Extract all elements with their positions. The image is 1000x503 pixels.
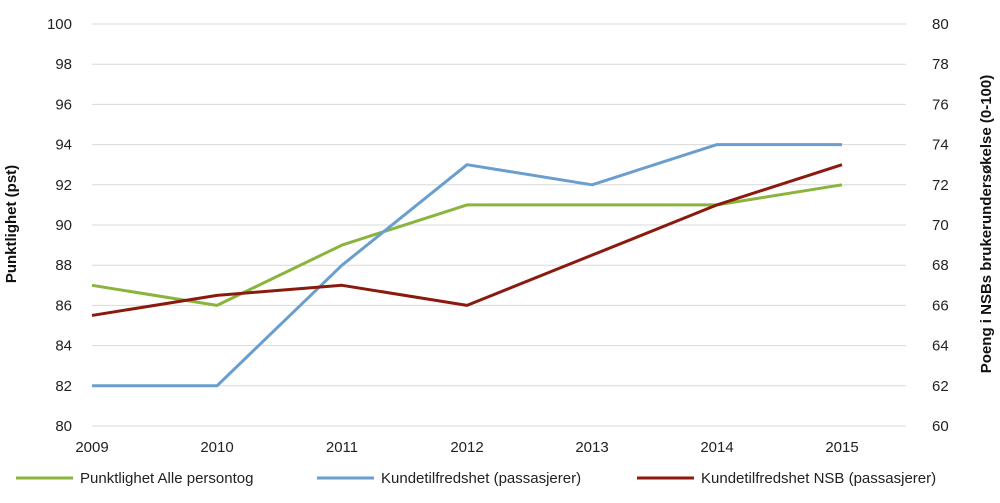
right-tick-label: 72 [932,177,949,194]
left-tick-label: 86 [55,297,72,314]
series-line-2 [92,143,842,388]
series-line-1 [91,183,843,307]
left-axis-title: Punktlighet (pst) [3,165,20,283]
legend-label-3: Kundetilfredshet NSB (passasjerer) [701,470,936,487]
series-line-3 [91,163,843,317]
left-tick-label: 88 [55,257,72,274]
right-tick-label: 76 [932,96,949,113]
x-tick-label: 2009 [75,439,108,456]
right-y-axis: 60 62 64 66 68 70 72 74 76 78 80 [932,16,949,435]
x-tick-label: 2011 [326,439,358,456]
x-tick-label: 2013 [575,439,608,456]
left-tick-label: 100 [47,16,72,33]
series-lines [91,143,843,388]
right-tick-label: 80 [932,16,949,33]
left-tick-label: 80 [55,418,72,435]
x-tick-label: 2015 [825,439,858,456]
left-tick-label: 96 [55,96,72,113]
x-tick-label: 2014 [700,439,733,456]
right-tick-label: 68 [932,257,949,274]
legend-label-2: Kundetilfredshet (passasjerer) [381,470,581,487]
grid-lines [92,23,906,427]
left-tick-label: 84 [55,338,72,355]
legend: Punktlighet Alle persontog Kundetilfredsh… [16,470,936,487]
right-tick-label: 60 [932,418,949,435]
left-tick-label: 98 [55,56,72,73]
left-y-axis: 80 82 84 86 88 90 92 94 96 98 100 [47,16,72,435]
legend-label-1: Punktlighet Alle persontog [80,470,253,487]
left-tick-label: 92 [55,177,72,194]
x-tick-label: 2012 [450,439,483,456]
right-tick-label: 64 [932,338,949,355]
right-tick-label: 66 [932,297,949,314]
x-tick-label: 2010 [200,439,233,456]
left-tick-label: 90 [55,217,72,234]
right-tick-label: 70 [932,217,949,234]
right-axis-title: Poeng i NSBs brukerundersøkelse (0-100) [978,75,995,373]
right-tick-label: 62 [932,378,949,395]
left-tick-label: 94 [55,137,72,154]
x-axis: 2009 2010 2011 2012 2013 2014 2015 [75,439,858,456]
right-tick-label: 74 [932,137,949,154]
left-tick-label: 82 [55,378,72,395]
right-tick-label: 78 [932,56,949,73]
